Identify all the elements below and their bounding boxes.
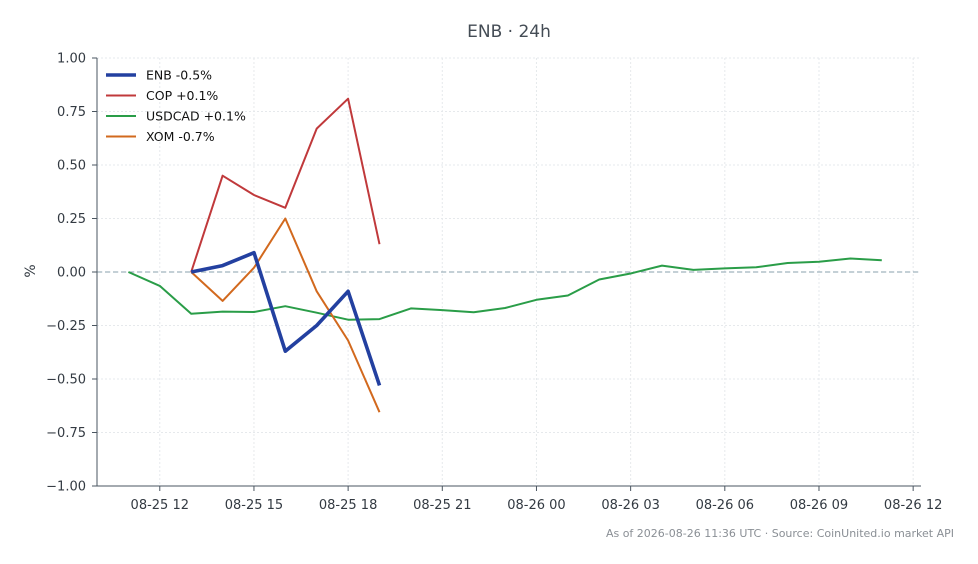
y-tick-label: −1.00	[46, 480, 86, 495]
y-tick-label: −0.50	[46, 373, 86, 388]
y-tick-label: 0.50	[57, 159, 86, 174]
x-tick-label: 08-26 12	[884, 498, 942, 513]
x-tick-label: 08-25 18	[319, 498, 377, 513]
y-tick-label: 0.75	[57, 105, 86, 120]
series-line-enb	[190, 250, 382, 386]
footer-source: As of 2026-08-26 11:36 UTC · Source: Coi…	[605, 527, 954, 540]
series-lines	[127, 97, 882, 413]
legend: ENB -0.5% COP +0.1% USDCAD +0.1% XOM -0.7%	[106, 68, 246, 144]
legend-label: COP +0.1%	[146, 88, 218, 103]
y-tick-label: −0.75	[46, 426, 86, 441]
x-tick-label: 08-26 06	[696, 498, 754, 513]
x-tick-label: 08-25 12	[131, 498, 189, 513]
series-line-usdcad	[127, 257, 882, 321]
legend-label: USDCAD +0.1%	[146, 109, 246, 124]
series-line-xom	[190, 217, 381, 413]
x-tick-label: 08-25 21	[413, 498, 471, 513]
y-tick-label: 0.25	[57, 212, 86, 227]
y-tick-labels: 1.00 0.75 0.50 0.25 0.00 −0.25 −0.50 −0.75 −1.00	[46, 52, 86, 495]
x-tick-label: 08-26 00	[507, 498, 565, 513]
x-tick-labels: 08-25 12 08-25 15 08-25 18 08-25 21 08-26 00…	[131, 498, 943, 513]
legend-label: ENB -0.5%	[146, 68, 212, 83]
chart-title: ENB · 24h	[467, 22, 551, 42]
x-tick-label: 08-26 03	[601, 498, 659, 513]
y-tick-label: 1.00	[57, 52, 86, 67]
x-tick-label: 08-25 15	[225, 498, 283, 513]
x-tick-label: 08-26 09	[790, 498, 848, 513]
y-axis-label: %	[23, 264, 39, 277]
y-tick-label: −0.25	[46, 319, 86, 334]
series-line-cop	[190, 97, 381, 273]
y-tick-label: 0.00	[57, 266, 86, 281]
axes	[92, 57, 921, 491]
legend-label: XOM -0.7%	[146, 129, 215, 144]
